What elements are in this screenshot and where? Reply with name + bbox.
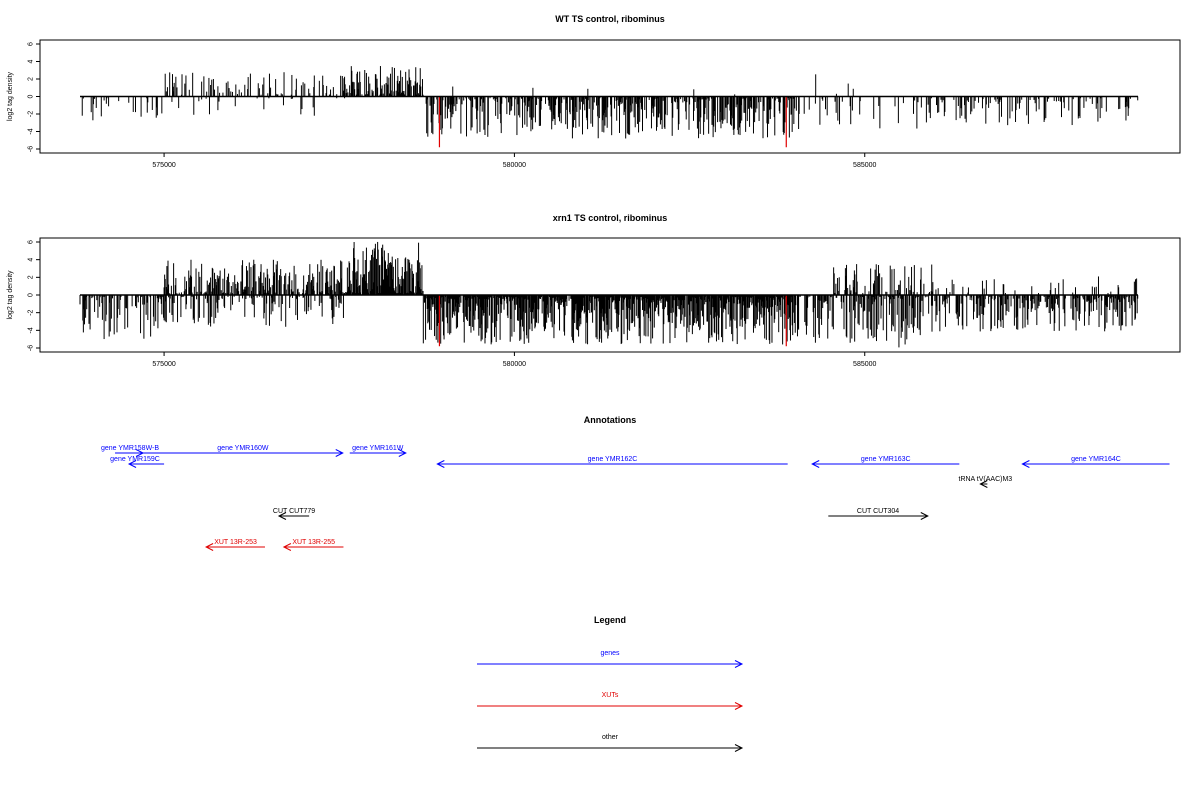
y-tick-label: -6: [28, 345, 35, 351]
x-tick-label: 585000: [853, 162, 876, 169]
legend-item: XUTs: [477, 692, 744, 710]
y-tick-label: -4: [28, 327, 35, 333]
feature-label: gene YMR160W: [217, 445, 269, 452]
legend-title: Legend: [594, 615, 626, 625]
feature-arrowhead: [811, 460, 820, 468]
feature-arrowhead: [335, 449, 344, 457]
y-tick-label: 0: [28, 94, 35, 98]
chart-title: xrn1 TS control, ribominus: [553, 213, 668, 223]
feature-label: gene YMR161W: [352, 445, 404, 452]
legend-item: other: [477, 734, 744, 752]
legend-arrowhead: [734, 702, 744, 710]
y-tick-label: 2: [28, 275, 35, 279]
annotations-track: Annotations gene YMR158W-B gene YMR159C gen…: [101, 415, 1170, 551]
feature-label: gene YMR158W-B: [101, 445, 159, 452]
x-tick-label: 585000: [853, 361, 876, 368]
annotation-feature: gene YMR164C: [1021, 456, 1170, 468]
density-bars: [79, 241, 1139, 348]
panel-xrn1: xrn1 TS control, ribominus -6 -4 -2 0 2 4 6 log2…: [7, 213, 1181, 368]
feature-label: gene YMR162C: [588, 456, 638, 463]
feature-label: gene YMR159C: [110, 456, 160, 463]
feature-arrowhead: [398, 449, 407, 457]
feature-label: XUT 13R-255: [292, 539, 335, 546]
y-tick-label: 6: [28, 240, 35, 244]
x-tick-label: 575000: [152, 361, 175, 368]
density-bars: [81, 66, 1139, 148]
feature-arrowhead: [277, 512, 287, 520]
y-tick-label: -6: [28, 146, 35, 152]
annotation-feature: gene YMR158W-B: [101, 445, 159, 457]
annotation-feature: gene YMR160W: [143, 445, 344, 457]
feature-label: gene YMR164C: [1071, 456, 1121, 463]
annotation-feature: CUT CUT779: [273, 508, 315, 520]
feature-arrowhead: [1021, 460, 1030, 468]
y-tick-label: -2: [28, 309, 35, 315]
feature-arrowhead: [205, 543, 214, 551]
y-axis-label: log2 tag density: [7, 270, 14, 320]
annotations-title: Annotations: [584, 415, 637, 425]
feature-label: XUT 13R-253: [214, 539, 257, 546]
y-tick-label: -2: [28, 111, 35, 117]
feature-arrowhead: [436, 460, 445, 468]
feature-arrowhead: [127, 460, 137, 468]
feature-label: tRNA tV(AAC)M3: [959, 476, 1013, 483]
legend-label: genes: [600, 650, 620, 657]
legend-arrowhead: [734, 744, 744, 752]
feature-arrowhead: [282, 543, 292, 551]
y-tick-label: 4: [28, 258, 35, 262]
y-axis-label: log2 tag density: [7, 71, 14, 121]
chart-title: WT TS control, ribominus: [555, 14, 665, 24]
legend-arrowhead: [734, 660, 744, 668]
annotation-feature: tRNA tV(AAC)M3: [959, 476, 1013, 488]
annotation-feature: gene YMR161W: [349, 445, 407, 457]
x-tick-label: 575000: [152, 162, 175, 169]
legend: Legend genes XUTs other: [477, 615, 744, 752]
annotation-feature: XUT 13R-255: [282, 539, 344, 551]
annotation-feature: XUT 13R-253: [205, 539, 265, 551]
y-tick-label: -4: [28, 128, 35, 134]
feature-label: CUT CUT779: [273, 508, 315, 515]
panel-wt: WT TS control, ribominus -6 -4 -2 0 2 4 6 log2 t…: [7, 14, 1181, 169]
feature-label: gene YMR163C: [861, 456, 911, 463]
x-tick-label: 580000: [503, 361, 526, 368]
y-tick-label: 6: [28, 42, 35, 46]
annotation-feature: gene YMR162C: [436, 456, 788, 468]
y-tick-label: 2: [28, 77, 35, 81]
y-tick-label: 4: [28, 59, 35, 63]
legend-label: other: [602, 734, 619, 741]
annotation-feature: gene YMR163C: [811, 456, 960, 468]
y-tick-label: 0: [28, 293, 35, 297]
annotation-feature: CUT CUT304: [828, 508, 929, 520]
annotation-feature: gene YMR159C: [110, 456, 165, 468]
legend-item: genes: [477, 650, 744, 668]
feature-arrowhead: [920, 512, 929, 520]
feature-arrowhead: [979, 480, 988, 488]
feature-label: CUT CUT304: [857, 508, 899, 515]
legend-label: XUTs: [602, 692, 619, 699]
x-tick-label: 580000: [503, 162, 526, 169]
